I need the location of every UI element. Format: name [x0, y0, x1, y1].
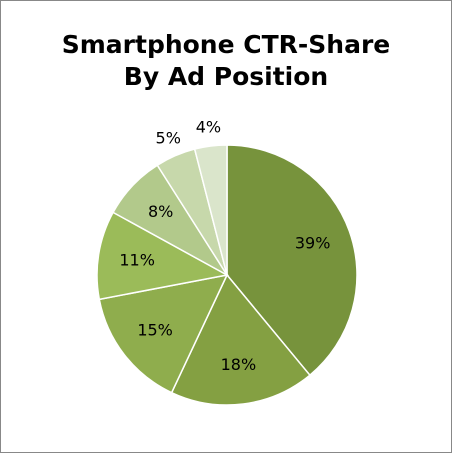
data-label: 18% [221, 355, 257, 374]
chart-title: Smartphone CTR-Share By Ad Position [61, 30, 391, 91]
data-label: 5% [156, 129, 181, 148]
pie-slice [170, 273, 311, 406]
data-label: 11% [119, 250, 155, 269]
pie-slice [226, 144, 358, 377]
data-label: 4% [196, 118, 221, 137]
data-label: 8% [148, 202, 173, 221]
pie-slice [98, 273, 229, 394]
data-label: 15% [137, 320, 173, 339]
pie-slice [96, 211, 230, 301]
data-label: 39% [295, 234, 331, 253]
pie-slice [193, 144, 228, 276]
